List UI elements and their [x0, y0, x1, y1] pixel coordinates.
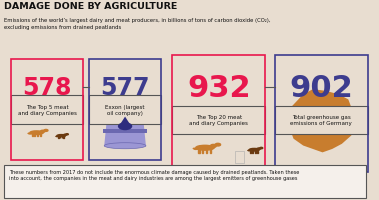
Ellipse shape — [215, 144, 221, 146]
Ellipse shape — [260, 148, 263, 149]
Text: These numbers from 2017 do not include the enormous climate damage caused by dra: These numbers from 2017 do not include t… — [9, 169, 300, 181]
Text: The Top 20 meat
and diary Companies: The Top 20 meat and diary Companies — [190, 114, 248, 126]
Ellipse shape — [66, 134, 68, 135]
Text: Emissions of the world’s largest dairy and meat producers, in billions of tons o: Emissions of the world’s largest dairy a… — [4, 18, 270, 30]
Text: 578: 578 — [23, 76, 72, 100]
Ellipse shape — [118, 123, 132, 131]
Bar — [34, 134, 35, 137]
Bar — [89, 60, 161, 160]
Polygon shape — [287, 90, 355, 153]
Ellipse shape — [210, 145, 216, 148]
Ellipse shape — [196, 146, 214, 150]
Text: 932: 932 — [187, 74, 251, 103]
Bar — [198, 150, 199, 153]
Ellipse shape — [64, 134, 66, 136]
Bar — [63, 137, 64, 138]
Text: Exxon (largest
oil company): Exxon (largest oil company) — [105, 104, 145, 116]
Ellipse shape — [57, 135, 65, 137]
Text: 577: 577 — [100, 76, 150, 100]
Bar — [58, 137, 59, 138]
Polygon shape — [121, 117, 130, 124]
Ellipse shape — [104, 143, 146, 149]
Bar — [40, 134, 41, 137]
Bar — [252, 151, 253, 153]
Bar — [11, 96, 83, 124]
Bar — [11, 60, 83, 160]
Bar — [103, 117, 147, 120]
Text: Total greenhouse gas
emissions of Germany: Total greenhouse gas emissions of German… — [290, 114, 352, 126]
Polygon shape — [104, 108, 146, 146]
Ellipse shape — [249, 149, 259, 151]
Bar — [31, 134, 33, 137]
Bar — [257, 151, 258, 153]
Bar — [210, 150, 211, 153]
Bar — [103, 130, 147, 133]
Ellipse shape — [257, 148, 260, 150]
Text: DAMAGE DONE BY AGRICULTURE: DAMAGE DONE BY AGRICULTURE — [4, 2, 177, 11]
Bar — [172, 106, 265, 134]
Ellipse shape — [108, 105, 142, 111]
Bar — [89, 96, 161, 124]
Bar — [235, 151, 244, 163]
Text: 902: 902 — [289, 74, 353, 103]
Bar — [202, 150, 203, 153]
Bar — [275, 106, 368, 134]
Ellipse shape — [30, 131, 43, 135]
Ellipse shape — [41, 131, 45, 133]
Ellipse shape — [44, 130, 48, 132]
Bar — [172, 56, 265, 172]
Bar — [4, 165, 366, 198]
Text: The Top 5 meat
and diary Companies: The Top 5 meat and diary Companies — [18, 104, 77, 116]
Bar — [206, 150, 207, 153]
Bar — [37, 134, 38, 137]
Bar — [275, 56, 368, 172]
